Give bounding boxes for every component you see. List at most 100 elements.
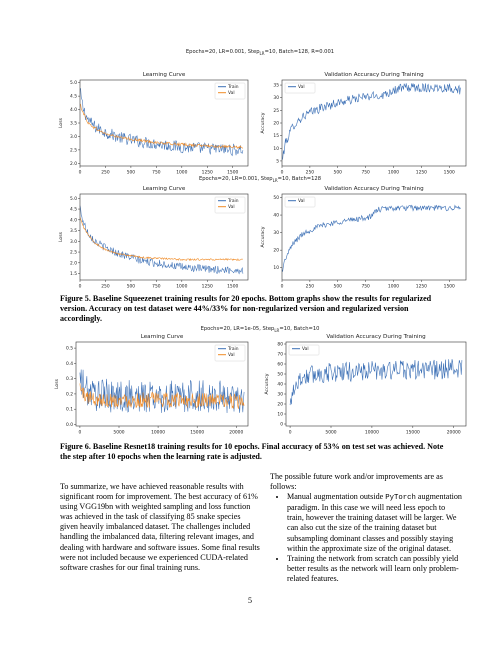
y-axis-label: Accuracy	[264, 373, 270, 394]
chart-title: Learning Curve	[143, 186, 186, 192]
y-tick-label: 40	[277, 382, 283, 388]
y-tick-label: 20	[277, 402, 283, 408]
x-tick-label: 0	[79, 284, 82, 290]
x-tick-label: 1000	[176, 284, 187, 290]
y-tick-label: 2.5	[70, 147, 77, 153]
y-tick-label: 0.1	[66, 407, 73, 413]
list-item: Manual augmentation outside PyTorch augm…	[287, 492, 462, 554]
figure5-top-suptitle: Epochs=20, LR=0.001, StepLR=10, Batch=12…	[185, 49, 335, 57]
y-tick-label: 4.0	[70, 217, 77, 223]
y-axis-label: Accuracy	[260, 112, 266, 133]
x-tick-label: 1250	[202, 170, 213, 176]
x-tick-label: 500	[334, 284, 343, 290]
y-tick-label: 50	[277, 372, 283, 378]
series-line-val	[281, 82, 461, 160]
figure5-bottom-suptitle: Epochs=20, LR=0.001, StepLR=10, Batch=12…	[198, 176, 322, 184]
legend-label: Train	[227, 198, 239, 204]
y-tick-label: 0.4	[66, 361, 73, 367]
legend-label: Val	[302, 346, 309, 352]
series-line-train	[79, 87, 244, 157]
chart-title: Validation Accuracy During Training	[326, 334, 426, 340]
x-tick-label: 1500	[444, 284, 455, 290]
x-tick-label: 0	[289, 430, 292, 436]
x-tick-label: 750	[361, 284, 370, 290]
figure6-caption: Figure 6. Baseline Resnet18 training res…	[60, 442, 444, 462]
y-tick-label: 0.3	[66, 376, 73, 382]
list-item: Training the network from scratch can po…	[287, 554, 462, 584]
y-tick-label: 30	[273, 230, 279, 236]
x-tick-label: 10000	[151, 430, 165, 436]
x-tick-label: 250	[306, 170, 315, 176]
y-tick-label: 30	[273, 95, 279, 101]
x-tick-label: 750	[152, 170, 161, 176]
y-tick-label: 3.0	[70, 239, 77, 245]
x-tick-label: 500	[127, 284, 136, 290]
legend: Val	[284, 82, 316, 94]
x-tick-label: 20000	[447, 430, 461, 436]
y-tick-label: 60	[277, 362, 283, 368]
y-tick-label: 20	[273, 248, 279, 254]
legend: Val	[284, 196, 316, 208]
future-work-list: Manual augmentation outside PyTorch augm…	[270, 492, 462, 584]
fig6-loss-chart: Learning Curve Loss 0 5000 10000 15000 20000 0.…	[54, 334, 249, 436]
legend: Val	[288, 344, 320, 356]
legend-label: Val	[298, 198, 305, 204]
figure5-caption: Figure 5. Baseline Squeezenet training r…	[60, 294, 432, 324]
y-tick-label: 40	[273, 213, 279, 219]
y-tick-label: 2.5	[70, 250, 77, 256]
page-number: 5	[248, 596, 252, 605]
y-tick-label: 80	[277, 342, 283, 348]
chart-title: Learning Curve	[143, 72, 186, 78]
chart-title: Learning Curve	[141, 334, 184, 340]
x-tick-label: 15000	[406, 430, 420, 436]
y-tick-label: 70	[277, 352, 283, 358]
x-tick-label: 1500	[227, 170, 238, 176]
x-tick-label: 250	[306, 284, 315, 290]
fig6-acc-chart: Validation Accuracy During Training Accur…	[264, 334, 467, 436]
y-tick-label: 0	[280, 422, 283, 428]
future-work-intro: The possible future work and/or improvem…	[270, 472, 443, 492]
legend-label: Val	[228, 90, 235, 96]
series-line-train	[79, 369, 245, 414]
legend-label: Val	[228, 204, 235, 210]
legend-label: Train	[227, 346, 239, 352]
y-tick-label: 3.0	[70, 134, 77, 140]
x-tick-label: 0	[79, 170, 82, 176]
x-tick-label: 1250	[416, 170, 427, 176]
x-tick-label: 1500	[227, 284, 238, 290]
summary-paragraph: To summarize, we have achieved reasonabl…	[60, 482, 260, 572]
y-tick-label: 30	[277, 392, 283, 398]
series-line-train	[79, 205, 244, 275]
y-tick-label: 3.5	[70, 121, 77, 127]
y-axis-label: Loss	[58, 231, 64, 242]
series-line-val	[289, 359, 463, 406]
x-tick-label: 500	[127, 170, 136, 176]
y-tick-label: 2.0	[70, 260, 77, 266]
x-tick-label: 5000	[113, 430, 124, 436]
y-axis-label: Loss	[58, 117, 64, 128]
y-tick-label: 20	[273, 121, 279, 127]
legend-label: Val	[298, 84, 305, 90]
x-tick-label: 1000	[388, 284, 399, 290]
y-tick-label: 15	[273, 133, 279, 139]
x-tick-label: 20000	[229, 430, 243, 436]
fig5-bottom-acc-chart: Validation Accuracy During Training Accur…	[260, 186, 467, 290]
y-tick-label: 4.5	[70, 94, 77, 100]
x-tick-label: 0	[79, 430, 82, 436]
y-tick-label: 3.5	[70, 228, 77, 234]
x-tick-label: 1000	[176, 170, 187, 176]
x-tick-label: 1250	[202, 284, 213, 290]
y-tick-label: 0.5	[66, 346, 73, 352]
legend-label: Train	[227, 84, 239, 90]
y-tick-label: 35	[273, 83, 279, 89]
series-line-val	[79, 103, 244, 149]
x-tick-label: 1250	[416, 284, 427, 290]
y-tick-label: 4.0	[70, 107, 77, 113]
y-tick-label: 4.5	[70, 207, 77, 213]
y-tick-label: 5.0	[70, 196, 77, 202]
y-axis-label: Accuracy	[260, 226, 266, 247]
y-tick-label: 5	[276, 158, 279, 164]
fig5-bottom-loss-chart: Learning Curve Loss 0 250 500 750 1000 1250 1500…	[58, 186, 249, 290]
